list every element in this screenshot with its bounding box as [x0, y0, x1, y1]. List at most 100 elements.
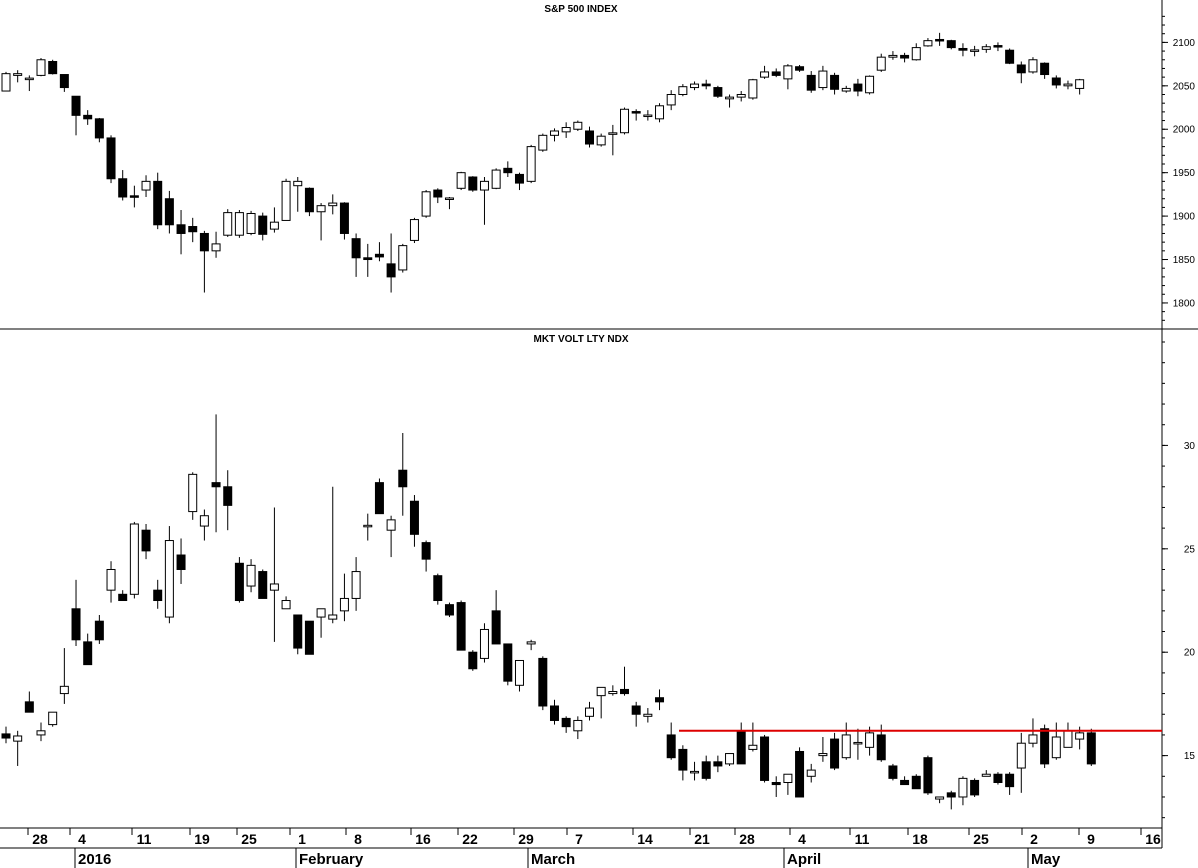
sp500-candle-body-down	[795, 66, 805, 71]
sp500-candle-body-up	[911, 47, 921, 61]
volatility-candles	[1, 414, 1096, 810]
volatility-candle-body-down	[701, 761, 711, 779]
volatility-candle-body-up	[643, 713, 653, 717]
sp500-candle-body-up	[1075, 79, 1085, 89]
volatility-candle	[631, 701, 641, 727]
sp500-candle-body-up	[561, 127, 571, 133]
sp500-candle-body-up	[1028, 59, 1038, 73]
sp500-candle	[585, 126, 594, 148]
sp500-candle	[701, 79, 711, 90]
sp500-candle	[363, 243, 373, 277]
sp500-candle-body-up	[573, 121, 583, 130]
volatility-candle	[748, 722, 758, 752]
volatility-candle-body-up	[981, 773, 991, 777]
sp500-candle-body-up	[316, 205, 326, 213]
sp500-candle	[981, 44, 991, 53]
sp500-candle	[549, 128, 559, 142]
volatility-candle	[1028, 718, 1038, 748]
sp500-candle	[725, 94, 735, 108]
volatility-candle-body-down	[118, 593, 128, 602]
volatility-candle	[479, 623, 489, 663]
volatility-candle-body-up	[526, 641, 536, 645]
sp500-candle-body-down	[433, 189, 443, 198]
sp500-candle-body-up	[748, 79, 758, 99]
sp500-candle-body-up	[234, 212, 244, 236]
sp500-candle	[94, 117, 104, 143]
sp500-candle-body-down	[946, 40, 956, 49]
day-tick-label: 14	[637, 831, 653, 847]
sp500-candle	[141, 175, 151, 197]
volatility-candle-body-up	[1075, 732, 1085, 740]
sp500-candle	[316, 203, 326, 241]
sp500-candle-body-down	[339, 202, 349, 234]
volatility-candle	[176, 538, 186, 584]
sp500-candle-body-up	[818, 70, 828, 89]
volatility-candle-body-down	[153, 589, 163, 602]
volatility-candle-body-down	[538, 657, 548, 707]
volatility-candle	[701, 755, 711, 781]
sp500-candle	[421, 190, 431, 218]
volatility-candle	[433, 573, 443, 605]
volatility-candle-body-up	[363, 524, 373, 528]
sp500-candle	[153, 172, 163, 230]
volatility-candlestick-panel: 15 20 25 30	[1, 341, 1196, 819]
volatility-candle	[923, 755, 933, 795]
sp500-candle-body-up	[398, 245, 408, 271]
sp500-candle	[281, 178, 291, 221]
sp500-candle-body-down	[514, 173, 524, 184]
sp500-candle	[911, 43, 921, 61]
volatility-candle	[153, 579, 163, 609]
sp500-candle	[795, 64, 805, 72]
volatility-candle-body-up	[1051, 736, 1061, 759]
sp500-candle	[59, 74, 69, 92]
volatility-candle	[1016, 732, 1026, 793]
volatility-candle-body-down	[713, 761, 723, 767]
volatility-candle	[678, 745, 688, 781]
volatility-candle-body-down	[468, 651, 478, 670]
sp500-candles	[1, 32, 1085, 293]
sp500-candle	[538, 133, 548, 152]
volatility-candle-body-down	[433, 575, 443, 602]
sp500-candle-body-down	[199, 232, 209, 252]
sp500-candle	[48, 59, 58, 75]
volatility-candle-body-up	[316, 608, 326, 618]
volatility-candle	[421, 540, 431, 572]
day-tick-label: 11	[855, 831, 870, 847]
volatility-y-tick-label: 20	[1184, 648, 1196, 659]
sp500-candle-body-down	[71, 95, 81, 116]
sp500-y-axis: 1800 1850 1900 1950 2000 2050 2100	[1162, 15, 1195, 330]
volatility-candle	[900, 776, 910, 786]
volatility-candle-body-up	[339, 597, 349, 612]
sp500-candle	[958, 43, 968, 57]
sp500-candle-body-down	[958, 47, 968, 51]
volatility-candle-body-up	[514, 659, 524, 686]
volatility-candle	[106, 561, 116, 603]
sp500-candle	[865, 75, 875, 95]
sp500-candle	[444, 196, 454, 210]
volatility-candle-body-up	[106, 568, 116, 591]
volatility-candle	[655, 689, 665, 711]
month-tick-label: May	[1031, 851, 1061, 868]
volatility-candle	[514, 659, 524, 692]
sp500-candle-body-up	[783, 65, 793, 80]
volatility-candle	[304, 620, 314, 655]
volatility-candle	[608, 685, 618, 696]
volatility-candle-body-down	[94, 620, 104, 641]
volatility-candle	[293, 614, 303, 655]
volatility-candle	[36, 722, 46, 742]
day-tick-label: 7	[575, 831, 583, 847]
volatility-candle	[526, 639, 536, 651]
volatility-candle	[736, 722, 746, 765]
month-tick-label: April	[787, 851, 821, 868]
sp500-candle	[620, 107, 630, 135]
volatility-candle	[549, 699, 559, 725]
sp500-candle	[713, 85, 723, 98]
sp500-candle-body-up	[409, 219, 419, 241]
sp500-candle-body-up	[1, 73, 11, 92]
sp500-candle	[760, 65, 770, 79]
day-tick-label: 28	[32, 831, 48, 847]
volatility-candle	[444, 602, 454, 618]
sp500-candle-body-up	[444, 197, 454, 200]
sp500-candle-body-up	[211, 243, 221, 252]
day-tick-label: 25	[241, 831, 257, 847]
